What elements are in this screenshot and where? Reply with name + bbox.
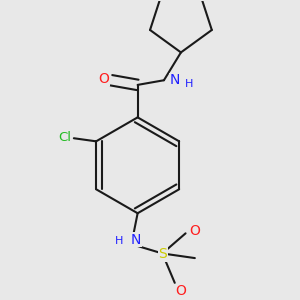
Text: O: O [189, 224, 200, 238]
Text: N: N [131, 232, 141, 247]
Text: H: H [185, 79, 193, 89]
Text: S: S [158, 248, 167, 261]
Text: O: O [98, 72, 109, 86]
Text: Cl: Cl [59, 131, 72, 144]
Text: H: H [115, 236, 123, 246]
Text: O: O [175, 284, 186, 298]
Text: N: N [169, 73, 180, 87]
